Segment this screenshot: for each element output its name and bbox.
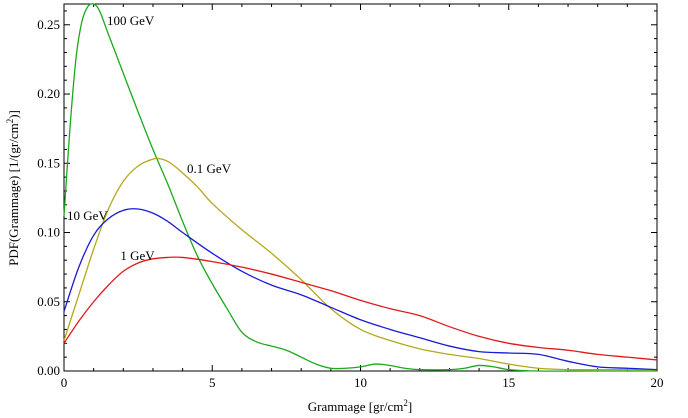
x-tick-label: 20 <box>651 375 664 390</box>
tick-labels: 0 5 10 15 20 0.00 0.05 0.10 0.15 0.20 0.25 <box>37 17 663 390</box>
y-tick-label: 0.15 <box>37 155 60 170</box>
y-axis-title: PDF(Grammage) [1/(gr/cm2)] <box>5 110 21 266</box>
series-label: 1 GeV <box>120 248 155 263</box>
x-tick-label: 5 <box>209 375 216 390</box>
curve-labels: 100 GeV 0.1 GeV 10 GeV 1 GeV <box>67 13 232 263</box>
series-line <box>63 3 657 372</box>
y-tick-label: 0.10 <box>37 225 60 240</box>
series-line <box>63 256 658 361</box>
series-line <box>63 208 658 371</box>
x-tick-label: 15 <box>502 375 515 390</box>
y-tick-label: 0.00 <box>37 363 60 378</box>
x-tick-label: 10 <box>354 375 367 390</box>
x-tick-label: 0 <box>61 375 68 390</box>
series-line <box>63 157 657 371</box>
plot-frame <box>63 3 658 372</box>
curves <box>63 3 658 372</box>
x-axis-title: Grammage [gr/cm2] <box>308 398 413 414</box>
ticks <box>63 4 658 372</box>
series-label: 100 GeV <box>107 13 155 28</box>
series-label: 10 GeV <box>67 208 108 223</box>
y-tick-label: 0.05 <box>37 294 60 309</box>
y-tick-label: 0.25 <box>37 17 60 32</box>
series-label: 0.1 GeV <box>187 161 232 176</box>
y-tick-label: 0.20 <box>37 86 60 101</box>
